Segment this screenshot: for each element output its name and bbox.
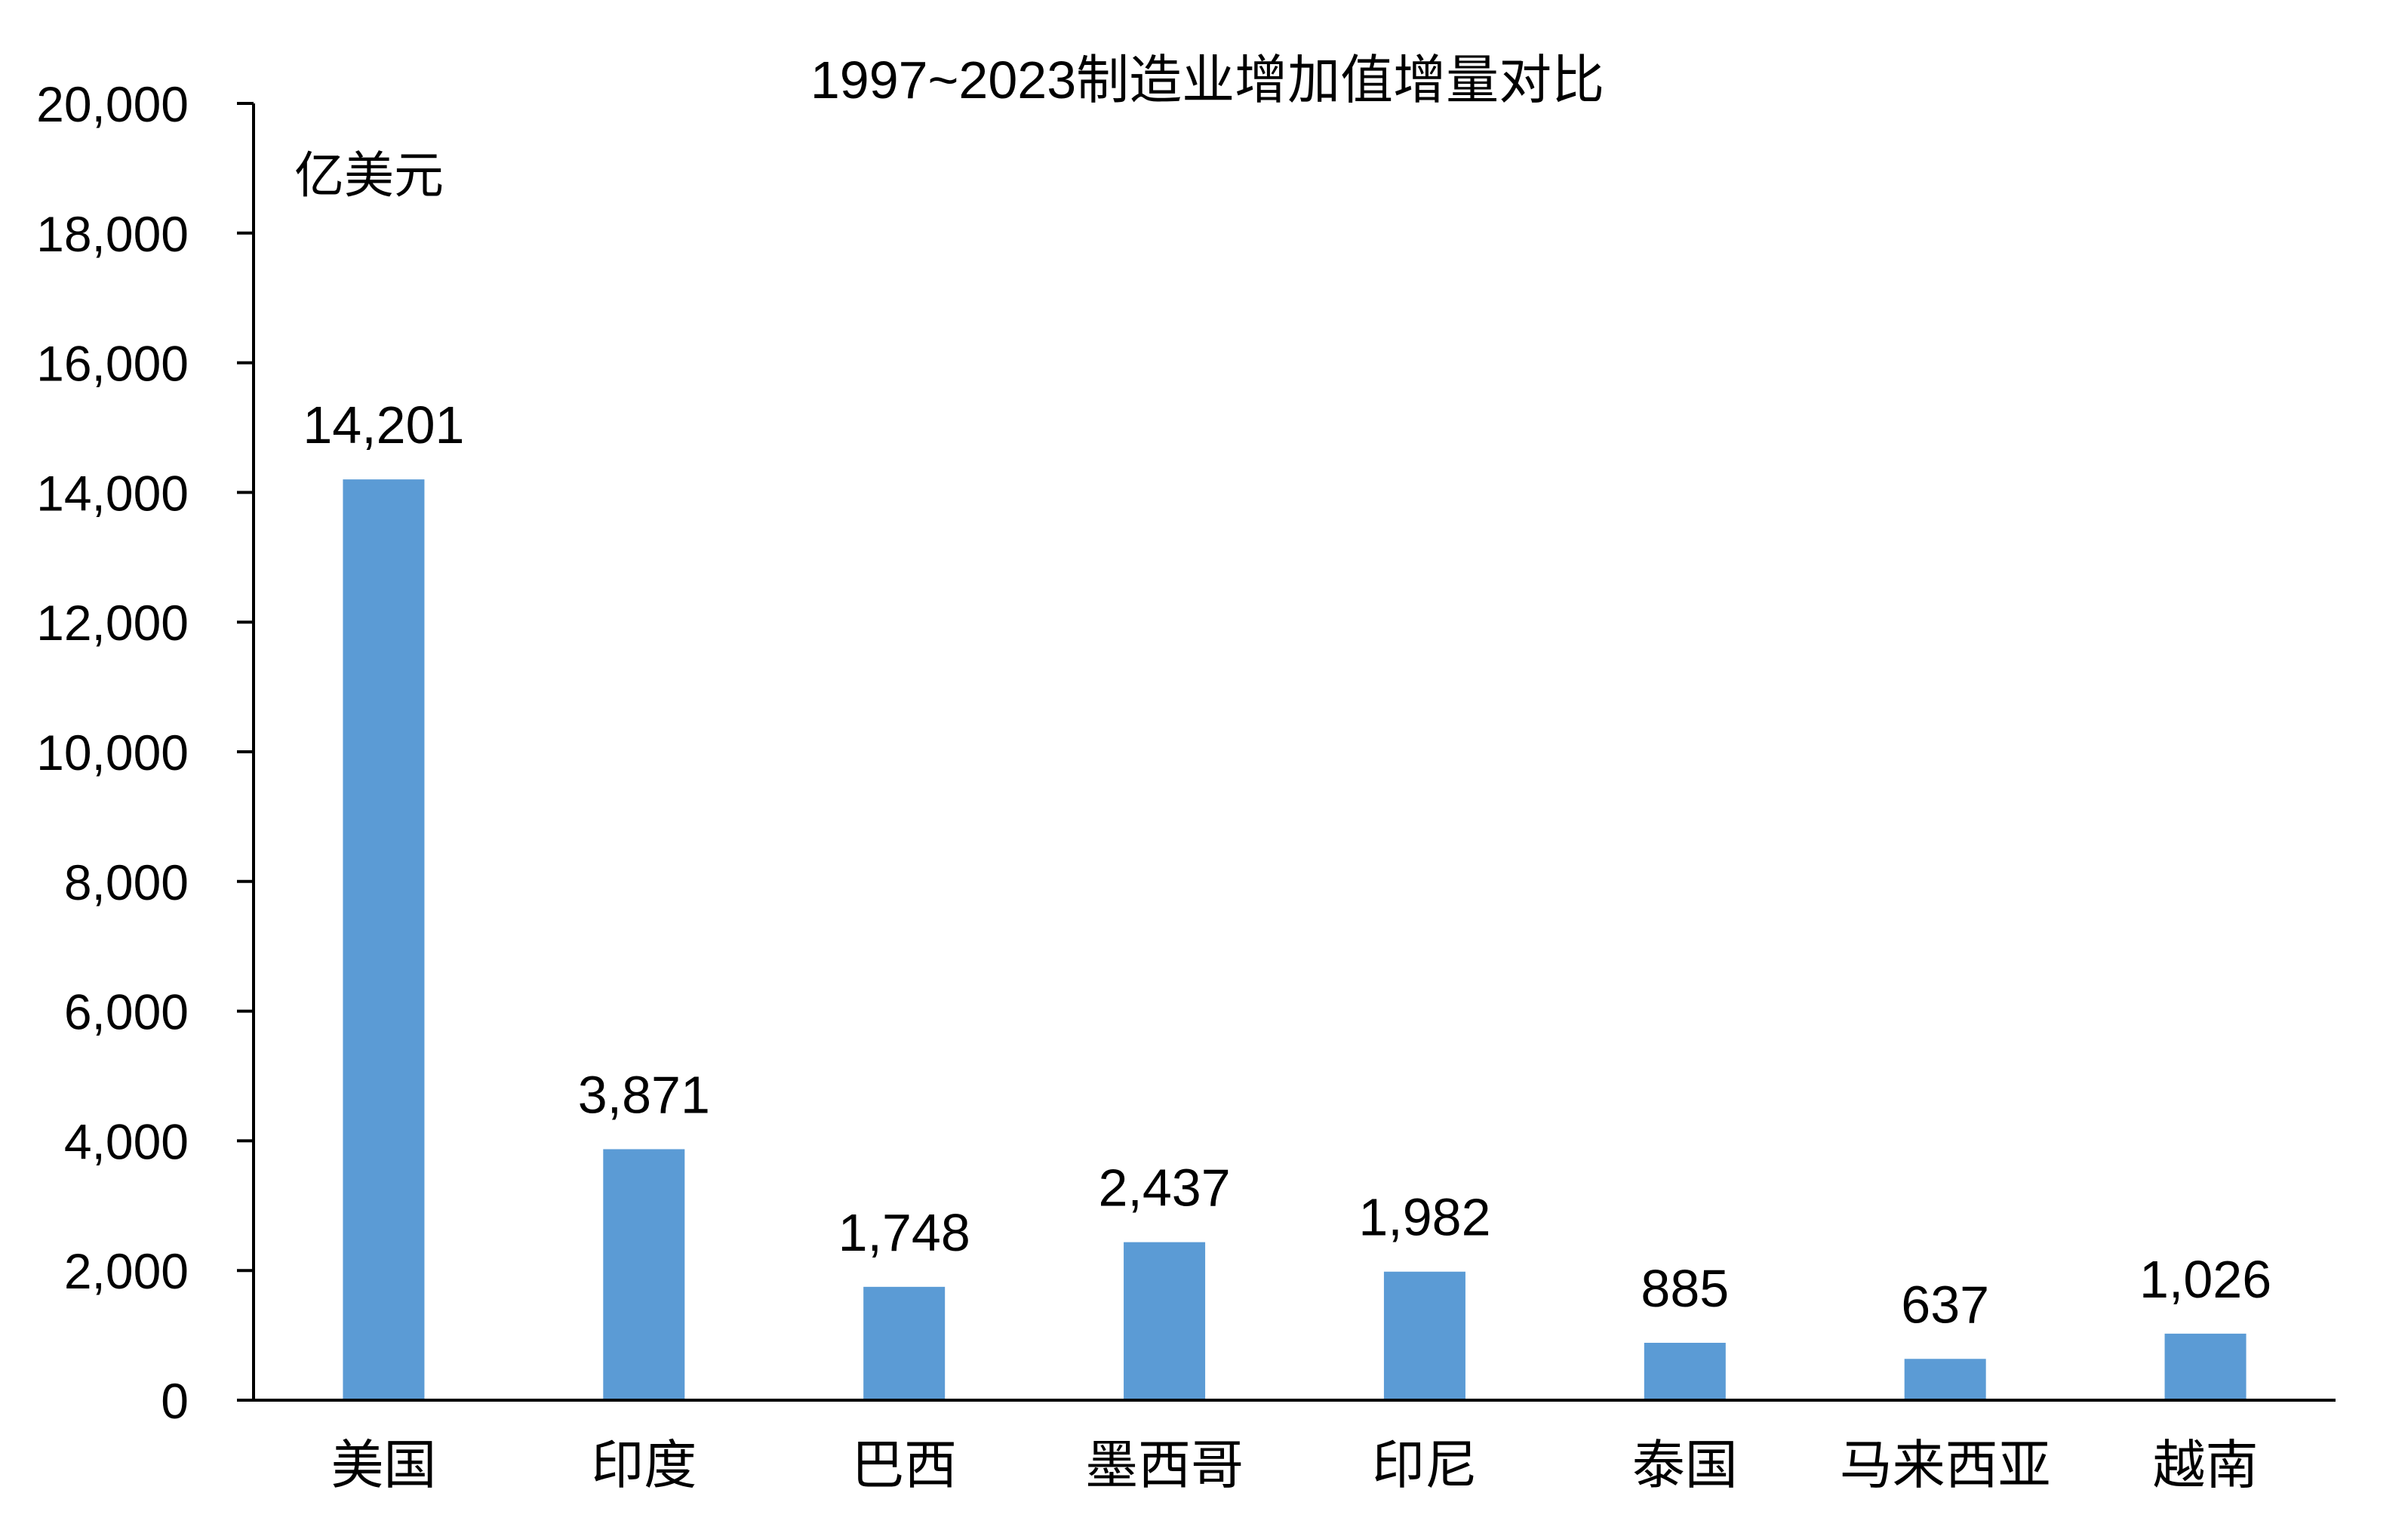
y-tick-label: 8,000: [64, 854, 189, 910]
y-tick-label: 4,000: [64, 1113, 189, 1169]
data-label: 885: [1641, 1259, 1729, 1318]
y-tick-label: 12,000: [36, 595, 189, 651]
y-tick-label: 16,000: [36, 336, 189, 392]
value-labels-group: 14,201 3,871 1,748 2,437 1,982 885 637 1,026: [303, 396, 2271, 1334]
y-tick-label: 2,000: [64, 1243, 189, 1299]
data-label: 637: [1901, 1275, 1989, 1334]
x-tick-label: 越南: [2153, 1436, 2259, 1495]
y-tick-label: 0: [161, 1373, 189, 1429]
bar: [603, 1149, 685, 1400]
data-label: 1,982: [1358, 1188, 1490, 1247]
y-axis-ticks: 0 2,000 4,000 6,000 8,000 10,000 12,000 14,000 1…: [36, 76, 254, 1429]
x-axis-labels: 美国 印度 巴西 墨西哥 印尼 泰国 马来西亚 越南: [331, 1436, 2258, 1495]
data-label: 2,437: [1098, 1159, 1230, 1218]
bar: [1644, 1342, 1726, 1400]
bars-group: [343, 479, 2247, 1401]
x-tick-label: 墨西哥: [1085, 1436, 1244, 1495]
data-label: 3,871: [578, 1065, 710, 1124]
y-tick-label: 14,000: [36, 465, 189, 521]
y-tick-label: 10,000: [36, 725, 189, 780]
data-label: 14,201: [303, 396, 464, 454]
x-tick-label: 印尼: [1372, 1436, 1478, 1495]
bar: [863, 1286, 946, 1400]
data-label: 1,026: [2139, 1250, 2271, 1309]
x-tick-label: 美国: [331, 1436, 436, 1495]
y-tick-label: 18,000: [36, 206, 189, 262]
bar: [2164, 1333, 2247, 1400]
x-tick-label: 巴西: [851, 1436, 957, 1495]
y-tick-label: 20,000: [36, 76, 189, 132]
bar: [1904, 1359, 1986, 1400]
unit-label: 亿美元: [294, 147, 444, 203]
x-tick-label: 马来西亚: [1840, 1436, 2051, 1495]
x-tick-label: 泰国: [1632, 1436, 1738, 1495]
x-tick-label: 印度: [591, 1436, 697, 1495]
bar: [343, 479, 425, 1401]
data-label: 1,748: [838, 1203, 970, 1262]
bar: [1383, 1271, 1465, 1400]
chart-title: 1997~2023制造业增加值增量对比: [810, 51, 1604, 109]
y-tick-label: 6,000: [64, 984, 189, 1040]
bar: [1124, 1242, 1206, 1400]
